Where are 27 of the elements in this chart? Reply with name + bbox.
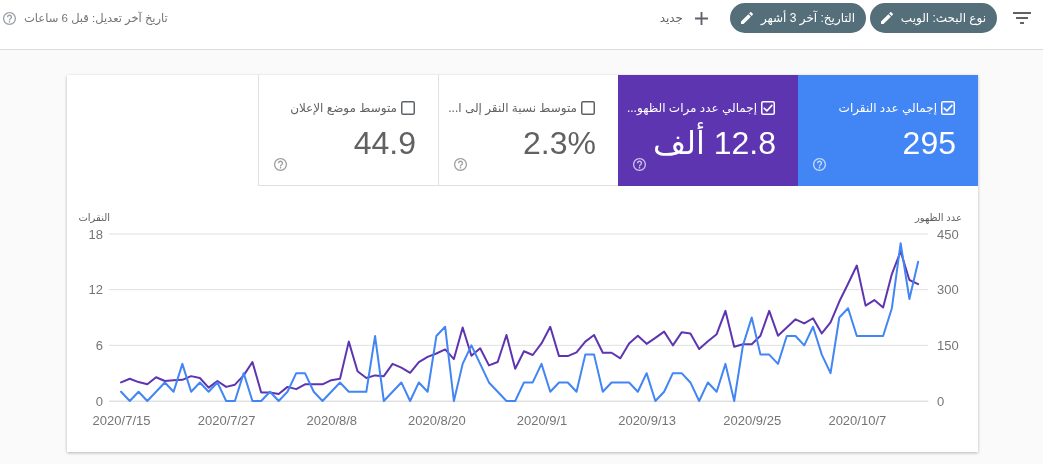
y2-tick-label: 150: [937, 337, 959, 353]
category-label: متوسط موضع الإعلان: [290, 100, 397, 116]
y-tick-label: 18: [88, 226, 103, 242]
x-tick-label: 2020/9/25: [723, 413, 782, 429]
x-tick-label: 2020/10/7: [828, 413, 887, 429]
x-tick-label: 2020/8/20: [407, 413, 466, 429]
filter-chip: التاريخ: آخر 3 أشهر: [729, 3, 866, 33]
x-tick-label: 2020/7/15: [92, 413, 151, 429]
text: جديد: [659, 11, 683, 25]
category-label: متوسط نسبة النقر إلى ا...: [448, 100, 577, 116]
x-tick-label: 2020/9/1: [516, 413, 568, 429]
y-tick-label: 0: [95, 393, 103, 409]
y2-axis-title: عدد الظهور: [913, 212, 962, 224]
y-tick-label: 6: [95, 337, 103, 353]
y-axis-title: النقرات: [78, 212, 110, 223]
x-tick-label: 2020/7/27: [197, 413, 256, 429]
x-tick-label: 2020/8/8: [306, 413, 358, 429]
y2-tick-label: 300: [937, 282, 959, 298]
filter-chip: نوع البحث: الويب: [869, 3, 997, 33]
metric-card: إجمالي عدد مرات الظهو... 12.8 ألف: [618, 75, 798, 186]
category-label: إجمالي عدد النقرات: [838, 100, 937, 116]
y-tick-label: 12: [88, 282, 103, 298]
text: تاريخ آخر تعديل: قبل 6 ساعات: [24, 11, 168, 25]
x-tick-label: 2020/9/13: [618, 413, 677, 429]
category-label: إجمالي عدد مرات الظهو...: [626, 100, 757, 116]
y2-tick-label: 0: [937, 393, 945, 409]
y2-tick-label: 450: [937, 226, 959, 242]
